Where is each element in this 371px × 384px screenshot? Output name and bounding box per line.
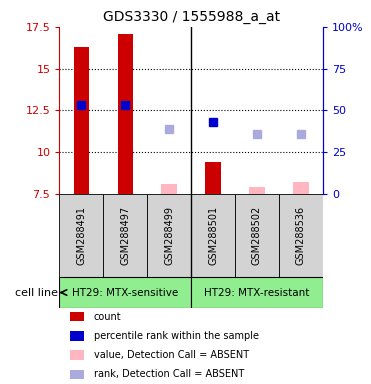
Text: cell line: cell line <box>16 288 59 298</box>
Bar <box>103 194 147 277</box>
Bar <box>59 194 103 277</box>
Bar <box>59 277 191 308</box>
Text: GSM288491: GSM288491 <box>76 206 86 265</box>
Text: GSM288502: GSM288502 <box>252 206 262 265</box>
Bar <box>73 47 89 194</box>
Text: GSM288536: GSM288536 <box>296 206 306 265</box>
Bar <box>205 162 221 194</box>
Bar <box>191 194 235 277</box>
Bar <box>161 184 177 194</box>
Bar <box>191 277 323 308</box>
Bar <box>235 194 279 277</box>
Text: GSM288501: GSM288501 <box>208 206 218 265</box>
Text: count: count <box>93 311 121 321</box>
Bar <box>118 33 133 194</box>
Text: value, Detection Call = ABSENT: value, Detection Call = ABSENT <box>93 350 249 360</box>
Bar <box>293 182 309 194</box>
Text: HT29: MTX-sensitive: HT29: MTX-sensitive <box>72 288 178 298</box>
Bar <box>70 331 84 341</box>
Text: percentile rank within the sample: percentile rank within the sample <box>93 331 259 341</box>
Text: GSM288499: GSM288499 <box>164 206 174 265</box>
Bar <box>70 350 84 360</box>
Bar <box>249 187 265 194</box>
Bar <box>279 194 323 277</box>
Text: GSM288497: GSM288497 <box>120 206 130 265</box>
Text: rank, Detection Call = ABSENT: rank, Detection Call = ABSENT <box>93 369 244 379</box>
Bar <box>70 312 84 321</box>
Title: GDS3330 / 1555988_a_at: GDS3330 / 1555988_a_at <box>102 10 280 25</box>
Text: HT29: MTX-resistant: HT29: MTX-resistant <box>204 288 310 298</box>
Bar <box>70 370 84 379</box>
Bar <box>147 194 191 277</box>
